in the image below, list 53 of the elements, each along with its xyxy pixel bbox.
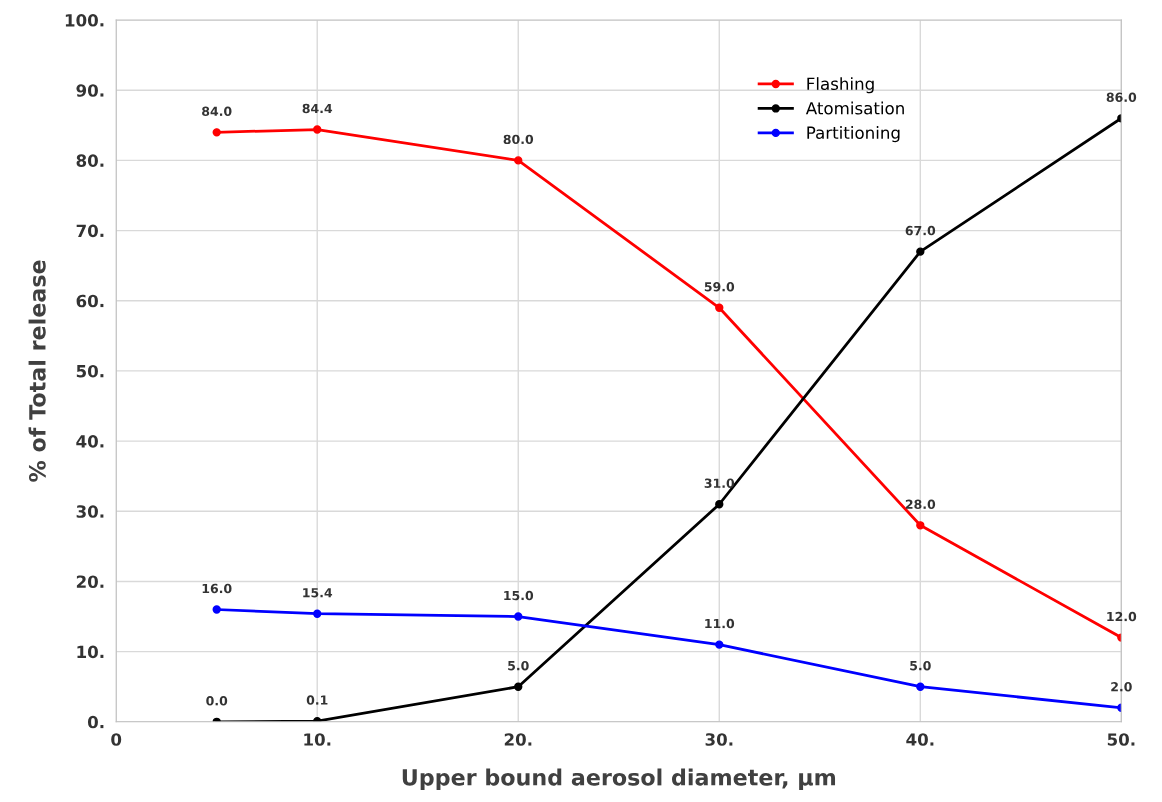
x-axis-title: Upper bound aerosol diameter, µm [402,768,836,791]
data-label: 0.0 [206,696,228,706]
point [715,500,724,509]
x-tick-label: 30. [705,733,733,746]
data-label: 86.0 [1106,92,1137,102]
data-label: 5.0 [910,660,931,671]
data-label: 16.0 [202,583,232,594]
data-label: 31.0 [704,478,735,488]
y-tick-label: 70. [76,224,104,238]
legend-label: Partitioning [807,126,900,143]
data-label: 15.4 [303,588,333,598]
point [212,128,221,137]
y-tick-label: 100. [65,14,104,27]
point [916,682,925,691]
y-tick-label: 10. [77,645,104,659]
point [313,609,322,618]
x-tick-label: 0 [111,733,122,746]
point [514,682,523,691]
point [212,605,221,614]
data-label: 5.0 [508,660,529,671]
y-tick-label: 0. [87,715,104,729]
point [715,640,724,649]
y-axis-title: % of Total release [28,260,46,482]
x-tick-label: 40. [906,733,934,746]
point [313,125,322,134]
y-tick-label: 60. [76,294,104,308]
legend-label: Atomisation [805,101,904,115]
data-label: 11.0 [705,618,735,629]
y-tick-label: 30. [76,505,104,518]
data-label: 2.0 [1111,682,1132,692]
x-tick-label: 50. [1107,733,1135,746]
legend-label: Flashing [807,77,874,94]
x-tick-label: 10. [304,733,331,746]
data-label: 28.0 [905,499,936,509]
point [916,247,925,256]
point [916,521,925,530]
point [514,156,523,165]
data-label: 67.0 [905,225,936,236]
data-label: 12.0 [1107,611,1137,622]
data-label: 80.0 [503,134,534,145]
data-label: 15.0 [504,590,534,601]
y-tick-label: 20. [76,575,104,589]
x-tick-label: 20. [504,733,532,746]
y-tick-label: 90. [76,84,104,97]
point [715,303,724,312]
y-tick-label: 40. [76,435,104,448]
data-label: 0.1 [306,695,328,705]
y-tick-label: 80. [76,154,104,167]
data-label: 84.4 [302,103,333,114]
data-label: 59.0 [704,282,735,292]
y-tick-label: 50. [76,364,104,378]
point [514,612,523,621]
data-label: 84.0 [202,106,232,117]
